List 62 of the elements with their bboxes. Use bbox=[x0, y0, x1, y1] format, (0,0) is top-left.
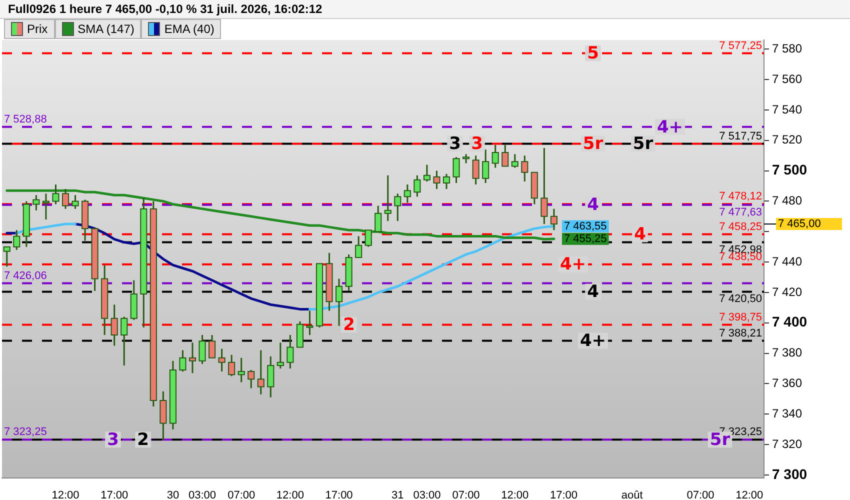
annotation: 5r bbox=[632, 134, 654, 154]
y-tick-label: 7 320 bbox=[772, 436, 802, 451]
annotation: 5 bbox=[587, 44, 599, 64]
x-tick-label: 07:00 bbox=[686, 490, 714, 500]
y-tick-label: 7 480 bbox=[772, 194, 802, 208]
data-label: 7 455,25 bbox=[564, 232, 607, 245]
legend-label: Prix bbox=[27, 22, 48, 36]
ref-line-label: 7 577,25 bbox=[719, 40, 762, 52]
annotation: 5r bbox=[582, 134, 604, 154]
y-tick-label: 7 380 bbox=[772, 346, 802, 360]
ref-line-label: 7 426,06 bbox=[4, 270, 47, 282]
y-tick-label: 7 440 bbox=[772, 254, 802, 268]
x-tick-label: 17:00 bbox=[100, 490, 128, 500]
y-tick-label: 7 500 bbox=[772, 162, 808, 178]
chart-title: Full0926 1 heure 7 465,00 -0,10 % 31 juil. 2026, 16:02:12 bbox=[0, 0, 850, 19]
x-tick-label: 12:00 bbox=[501, 490, 529, 500]
y-tick-label: 7 400 bbox=[772, 314, 808, 330]
ref-line-label: 7 420,50 bbox=[719, 293, 762, 306]
y-tick-label: 7 340 bbox=[772, 406, 802, 420]
y-tick-label: 7 540 bbox=[772, 102, 802, 116]
ref-line-label: 7 323,25 bbox=[4, 426, 47, 438]
annotation: 4+ bbox=[560, 254, 586, 275]
annotation: 4 bbox=[587, 195, 600, 216]
ref-line-label: 7 458,25 bbox=[719, 220, 762, 233]
legend-label: EMA (40) bbox=[164, 22, 214, 36]
ref-line-label: 7 388,21 bbox=[719, 327, 762, 340]
annotation: 4 bbox=[587, 282, 600, 302]
ref-line-label: 7 398,75 bbox=[719, 311, 762, 324]
y-tick-label: 7 580 bbox=[772, 41, 802, 56]
annotation: 4+ bbox=[580, 331, 606, 352]
x-tick-label: 03:00 bbox=[413, 490, 441, 500]
annotation: 4+ bbox=[656, 117, 684, 138]
x-tick-label: 17:00 bbox=[325, 490, 353, 500]
x-tick-label: 12:00 bbox=[52, 490, 80, 500]
annotation: 2 bbox=[343, 315, 355, 336]
x-tick-label: 30 bbox=[166, 490, 180, 500]
x-tick-label: 12:00 bbox=[736, 490, 764, 500]
annotation: 3 bbox=[107, 430, 119, 450]
annotation: 2 bbox=[137, 430, 149, 450]
data-label: 7 463,55 bbox=[564, 220, 607, 232]
y-tick-label: 7 300 bbox=[772, 466, 808, 482]
x-tick-label: 07:00 bbox=[452, 490, 480, 500]
y-tick-label: 7 560 bbox=[772, 72, 802, 86]
x-tick-label: 31 bbox=[392, 490, 404, 500]
x-tick-label: 17:00 bbox=[550, 490, 578, 500]
y-tick-label: 7 360 bbox=[772, 376, 802, 390]
annotation: 4 bbox=[634, 224, 646, 245]
ref-line-label: 7 438,50 bbox=[719, 250, 762, 263]
legend-label: SMA (147) bbox=[78, 22, 134, 36]
ref-line-label: 7 478,12 bbox=[719, 190, 762, 203]
x-tick-label: 07:00 bbox=[228, 490, 256, 500]
x-tick-label: 03:00 bbox=[188, 490, 216, 500]
text: 7 465,00 bbox=[778, 218, 821, 230]
y-tick-label: 7 520 bbox=[772, 132, 802, 147]
ref-line-label: 7 528,88 bbox=[4, 113, 47, 126]
annotation: 3 bbox=[471, 134, 483, 154]
x-tick-label: août bbox=[621, 490, 643, 500]
annotation: 3 bbox=[449, 134, 461, 154]
ref-line-label: 7 477,63 bbox=[719, 206, 762, 218]
y-tick-label: 7 420 bbox=[772, 284, 802, 299]
x-tick-label: 12:00 bbox=[276, 490, 304, 500]
ref-line-label: 7 517,75 bbox=[719, 130, 762, 142]
